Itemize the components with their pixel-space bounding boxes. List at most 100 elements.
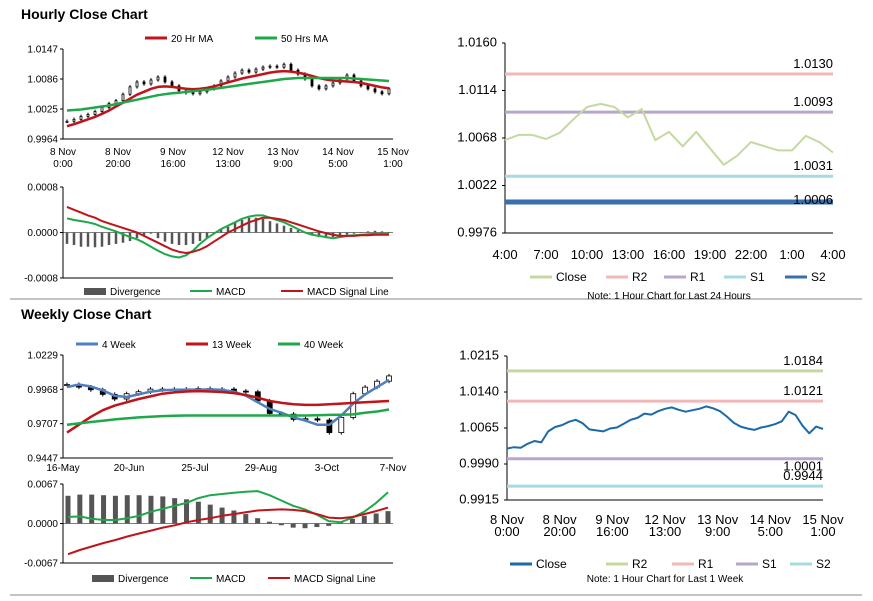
- candle-body: [72, 118, 76, 122]
- candle-body: [156, 76, 160, 81]
- x-tick-label: 9 Nov 16:00: [595, 512, 629, 539]
- divergence-bar: [156, 232, 160, 239]
- legend-label: MACD: [216, 287, 245, 298]
- candle-body: [387, 88, 391, 95]
- legend-label: Divergence: [110, 287, 161, 298]
- x-tick-label: 16:00: [653, 247, 686, 262]
- divergence-bar: [89, 494, 95, 524]
- candle-body: [324, 85, 328, 90]
- divergence-bar: [195, 501, 201, 524]
- divergence-bar: [359, 232, 363, 233]
- candle-body: [163, 76, 167, 83]
- x-tick-label: 9 Nov 16:00: [160, 147, 186, 170]
- x-tick-label: 10:00: [571, 247, 604, 262]
- legend-label: S2: [811, 270, 826, 284]
- divergence-bar: [366, 231, 370, 233]
- divergence-bar: [191, 232, 195, 244]
- pivot-level-label: 1.0184: [783, 353, 823, 368]
- pivot-level-label: 1.0121: [783, 383, 823, 398]
- y-tick-label: 0.0000: [27, 519, 58, 530]
- y-tick-label: 1.0140: [459, 384, 499, 399]
- divergence-bar: [77, 494, 83, 524]
- divergence-bar: [282, 225, 286, 233]
- x-tick-label: 12 Nov 13:00: [644, 512, 686, 539]
- macd-line: [66, 214, 389, 259]
- pivot-level-label: 1.0006: [793, 192, 833, 207]
- candle-body: [135, 81, 139, 88]
- hourly-macd-chart: 0.0008 0.0000 -0.0008 Divergence MACD MACD Si…: [24, 183, 393, 298]
- candle-body: [326, 419, 333, 433]
- y-tick-label: 0.9707: [27, 419, 58, 430]
- pivot-level-label: 1.0001: [783, 459, 823, 474]
- divergence-bar: [100, 232, 104, 247]
- divergence-bar: [101, 495, 107, 524]
- legend-label: Close: [536, 557, 567, 571]
- y-tick-label: 1.0086: [27, 75, 58, 86]
- x-tick-label: 3-Oct: [315, 463, 340, 474]
- legend-label: S1: [750, 270, 765, 284]
- legend-swatch: [92, 575, 114, 582]
- divergence-bar: [184, 232, 188, 246]
- x-tick-label: 29-Aug: [245, 463, 277, 474]
- candle-body: [100, 107, 104, 112]
- divergence-bar: [345, 232, 349, 235]
- ma-40week-line: [66, 408, 390, 426]
- y-tick-label: 1.0025: [27, 105, 58, 116]
- y-tick-label: 1.0215: [459, 348, 499, 363]
- divergence-bar: [79, 232, 83, 247]
- y-tick-label: 0.9968: [27, 385, 58, 396]
- candle-body: [64, 384, 70, 386]
- divergence-bar: [302, 523, 308, 529]
- y-tick-label: 0.0067: [27, 480, 58, 491]
- candle-body: [198, 91, 202, 95]
- legend-label: MACD Signal Line: [294, 574, 376, 585]
- divergence-bar: [290, 523, 296, 528]
- weekly-pivot-chart: 1.0215 1.0140 1.0065 0.9990 0.9915 1.0184 1.01…: [459, 348, 844, 586]
- divergence-bar: [233, 222, 237, 233]
- y-tick-label: 1.0068: [457, 130, 497, 145]
- divergence-bar: [135, 232, 139, 239]
- y-tick-label: 0.0008: [27, 183, 58, 194]
- divergence-bar: [148, 495, 154, 524]
- weekly-section-title: Weekly Close Chart: [21, 306, 152, 322]
- x-tick-label: 12 Nov 13:00: [212, 147, 244, 170]
- candle-body: [338, 417, 345, 433]
- divergence-bar: [324, 232, 328, 239]
- divergence-bar: [261, 218, 265, 233]
- x-tick-label: 8 Nov 0:00: [490, 512, 524, 539]
- x-tick-label: 4:00: [492, 247, 517, 262]
- divergence-bar: [107, 232, 111, 246]
- x-tick-label: 4:00: [820, 247, 845, 262]
- divergence-bar: [296, 230, 300, 233]
- divergence-bar: [121, 232, 125, 243]
- divergence-bar: [177, 232, 181, 246]
- divergence-bar: [219, 229, 223, 233]
- x-tick-label: 7-Nov: [380, 463, 407, 474]
- candle-body: [86, 114, 90, 117]
- macd-line: [67, 490, 389, 524]
- divergence-bar: [124, 495, 130, 524]
- candle-body: [289, 63, 293, 71]
- divergence-bar: [65, 232, 69, 244]
- divergence-bar: [170, 232, 174, 244]
- ma-50hr-line: [66, 76, 390, 112]
- x-tick-label: 22:00: [735, 247, 768, 262]
- x-tick-label: 15 Nov 1:00: [802, 512, 844, 539]
- candle-body: [226, 76, 230, 82]
- divergence-bar: [142, 232, 146, 236]
- legend-label: R2: [632, 557, 648, 571]
- y-tick-label: 0.9447: [27, 454, 58, 465]
- y-tick-label: 1.0114: [458, 82, 497, 97]
- candle-body: [366, 85, 370, 90]
- close-line: [506, 405, 824, 450]
- candle-body: [240, 69, 244, 74]
- divergence-bar: [207, 504, 213, 524]
- candle-body: [247, 69, 251, 73]
- divergence-bar: [112, 495, 118, 524]
- divergence-bar: [373, 513, 379, 524]
- candle-body: [121, 93, 125, 102]
- legend-swatch: [84, 288, 106, 295]
- candle-body: [261, 66, 265, 70]
